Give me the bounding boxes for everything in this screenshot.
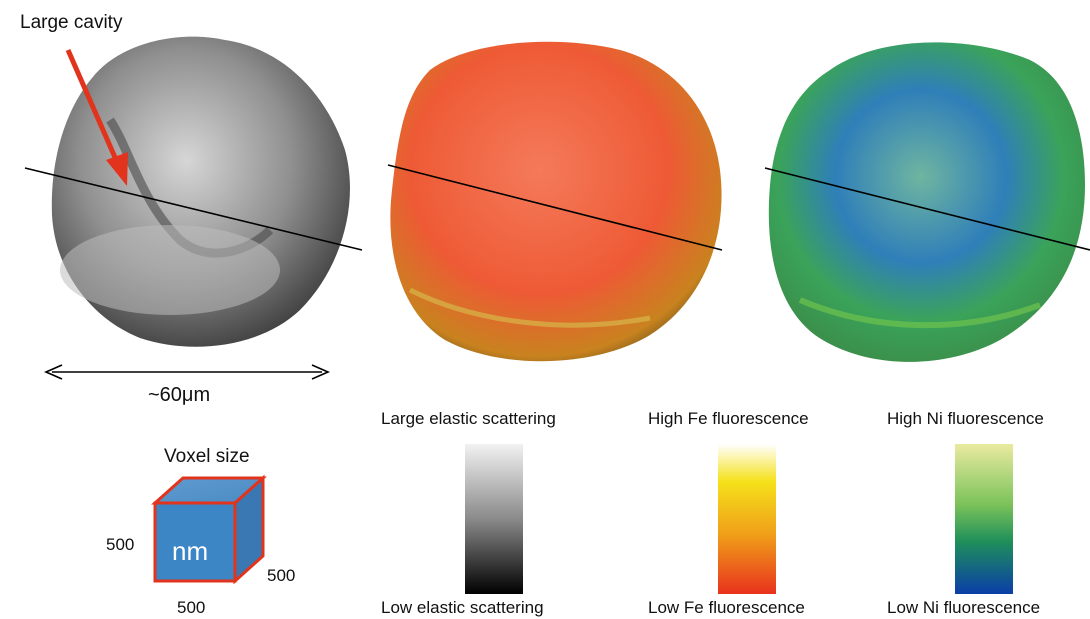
fe-bottom-label: Low Fe fluorescence: [648, 598, 805, 617]
elastic-scattering-particle: [51, 36, 350, 347]
fe-fluorescence-particle: [390, 41, 722, 362]
elastic-bottom-label: Low elastic scattering: [381, 598, 544, 617]
voxel-dim-right: 500: [267, 566, 296, 585]
voxel-dim-left: 500: [106, 535, 135, 554]
cavity-arrow: [65, 48, 128, 186]
cut-line: [24, 167, 363, 251]
fe-top-label: High Fe fluorescence: [648, 409, 809, 428]
voxel-cube: [151, 474, 267, 585]
ni-bottom-label: Low Ni fluorescence: [887, 598, 1041, 617]
ni-fluorescence-particle: [768, 42, 1085, 362]
elastic-top-label: Large elastic scattering: [381, 409, 556, 428]
voxel-title: Voxel size: [164, 446, 250, 467]
fe-colorbar: [718, 444, 776, 594]
cut-line: [387, 164, 723, 251]
cut-line: [764, 167, 1090, 251]
voxel-dim-bottom: 500: [177, 598, 206, 617]
cavity-label: Large cavity: [20, 12, 123, 33]
ni-colorbar: [955, 444, 1013, 594]
voxel-unit: nm: [172, 536, 209, 566]
elastic-colorbar: [465, 444, 523, 594]
scale-label: ~60μm: [148, 384, 211, 406]
ni-top-label: High Ni fluorescence: [887, 409, 1044, 428]
scale-arrow: [44, 364, 330, 380]
